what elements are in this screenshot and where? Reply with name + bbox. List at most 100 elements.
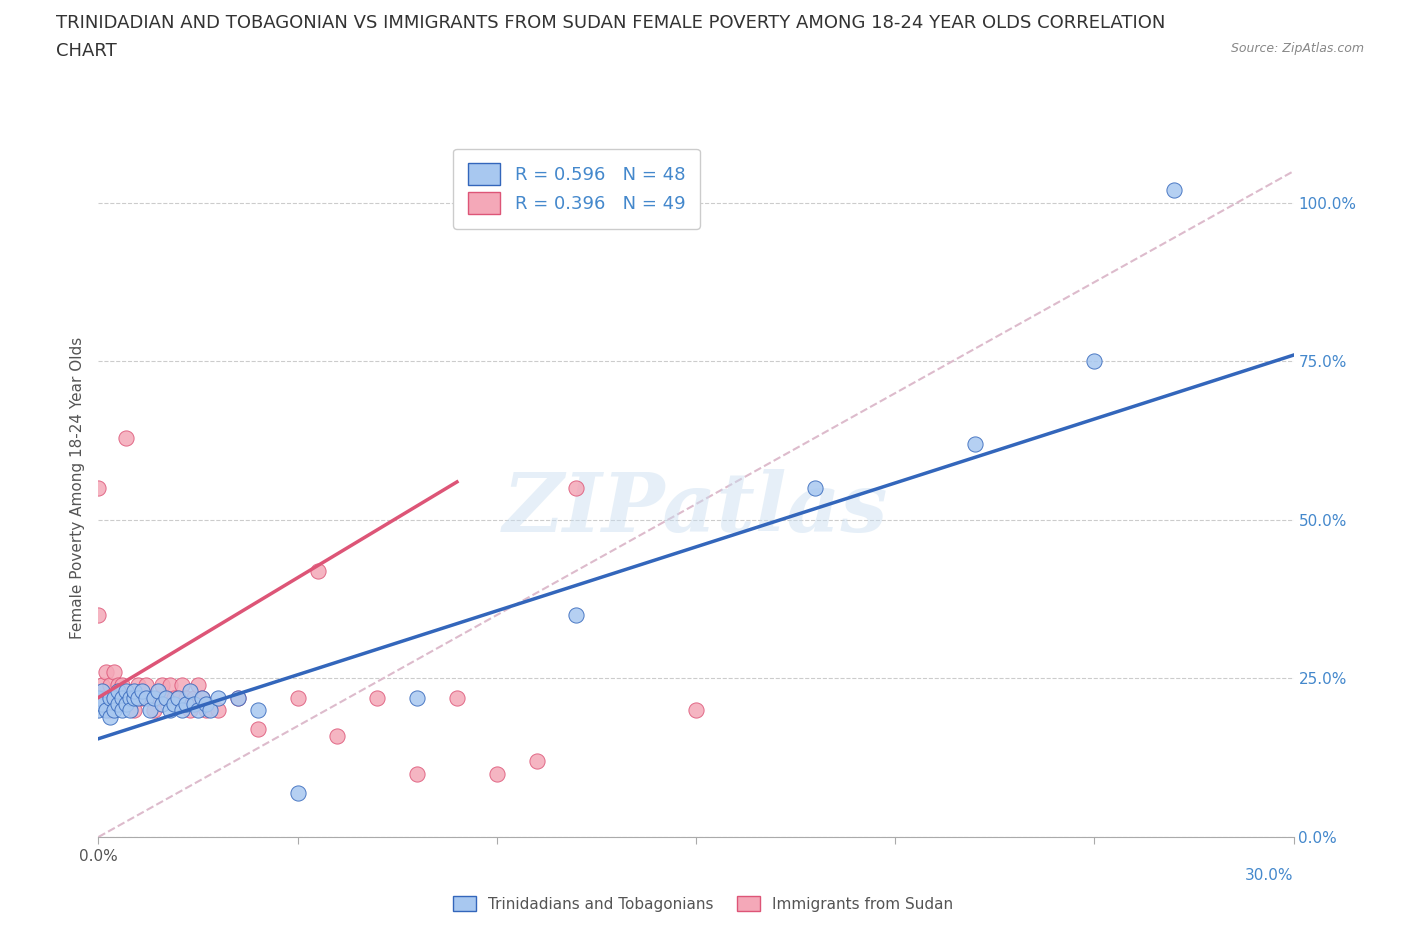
Point (187, 703, 209, 718)
Point (124, 690, 146, 705)
Text: 30.0%: 30.0% (1246, 869, 1294, 883)
Point (155, 690, 177, 705)
Point (100, 677, 122, 692)
Point (115, 690, 138, 705)
Point (226, 690, 249, 705)
Point (446, 690, 468, 705)
Point (485, 766, 508, 781)
Point (111, 703, 134, 718)
Point (87, 690, 110, 705)
Point (526, 753, 548, 768)
Point (406, 690, 429, 705)
Point (287, 785, 309, 800)
Point (120, 703, 142, 718)
Point (287, 690, 309, 705)
Point (87, 607, 110, 622)
Point (135, 690, 157, 705)
Point (91, 677, 114, 692)
Point (107, 684, 129, 698)
Point (174, 697, 197, 711)
Point (179, 684, 201, 698)
Point (115, 697, 138, 711)
Point (195, 703, 218, 718)
Point (100, 709, 122, 724)
Point (183, 697, 205, 711)
Point (91, 684, 114, 698)
Point (167, 690, 190, 705)
Point (565, 607, 588, 622)
Point (87, 703, 110, 718)
Point (111, 677, 134, 692)
Point (326, 728, 349, 743)
Point (159, 677, 181, 692)
Point (87, 481, 110, 496)
Point (172, 677, 194, 692)
Point (124, 703, 146, 718)
Point (1163, 183, 1185, 198)
Point (124, 684, 146, 698)
Point (127, 677, 149, 692)
Point (195, 697, 218, 711)
Point (107, 697, 129, 711)
Point (107, 677, 129, 692)
Legend: R = 0.596   N = 48, R = 0.396   N = 49: R = 0.596 N = 48, R = 0.396 N = 49 (453, 149, 700, 229)
Point (804, 481, 827, 496)
Point (96, 690, 118, 705)
Point (191, 690, 214, 705)
Point (107, 690, 129, 705)
Point (155, 690, 177, 705)
Point (120, 690, 142, 705)
Point (91, 697, 114, 711)
Point (246, 722, 269, 737)
Point (174, 690, 197, 705)
Y-axis label: Female Poverty Among 18-24 Year Olds: Female Poverty Among 18-24 Year Olds (70, 338, 86, 640)
Point (963, 436, 986, 451)
Point (131, 684, 153, 698)
Point (148, 690, 170, 705)
Point (131, 690, 153, 705)
Point (163, 697, 186, 711)
Point (163, 690, 186, 705)
Point (366, 690, 388, 705)
Point (143, 690, 166, 705)
Point (103, 690, 125, 705)
Point (226, 690, 249, 705)
Text: ZIPatlas: ZIPatlas (503, 469, 889, 550)
Point (191, 690, 214, 705)
Point (1083, 354, 1105, 369)
Point (96, 703, 118, 718)
Point (150, 677, 173, 692)
Point (96, 665, 118, 680)
Point (139, 703, 162, 718)
Point (148, 684, 170, 698)
Point (307, 564, 329, 578)
Point (115, 430, 138, 445)
Point (183, 690, 205, 705)
Point (103, 703, 125, 718)
Point (167, 690, 190, 705)
Point (565, 481, 588, 496)
Point (207, 703, 229, 718)
Point (115, 684, 138, 698)
Text: CHART: CHART (56, 42, 117, 60)
Point (685, 703, 707, 718)
Point (103, 690, 125, 705)
Text: Source: ZipAtlas.com: Source: ZipAtlas.com (1230, 42, 1364, 55)
Point (246, 703, 269, 718)
Point (100, 690, 122, 705)
Point (111, 690, 134, 705)
Point (406, 766, 429, 781)
Point (172, 703, 194, 718)
Text: TRINIDADIAN AND TOBAGONIAN VS IMMIGRANTS FROM SUDAN FEMALE POVERTY AMONG 18-24 Y: TRINIDADIAN AND TOBAGONIAN VS IMMIGRANTS… (56, 14, 1166, 32)
Point (135, 677, 157, 692)
Point (120, 690, 142, 705)
Point (91, 690, 114, 705)
Point (111, 690, 134, 705)
Legend: Trinidadians and Tobagonians, Immigrants from Sudan: Trinidadians and Tobagonians, Immigrants… (447, 889, 959, 918)
Point (159, 703, 181, 718)
Point (103, 665, 125, 680)
Point (139, 690, 162, 705)
Point (207, 690, 229, 705)
Point (150, 697, 173, 711)
Point (100, 703, 122, 718)
